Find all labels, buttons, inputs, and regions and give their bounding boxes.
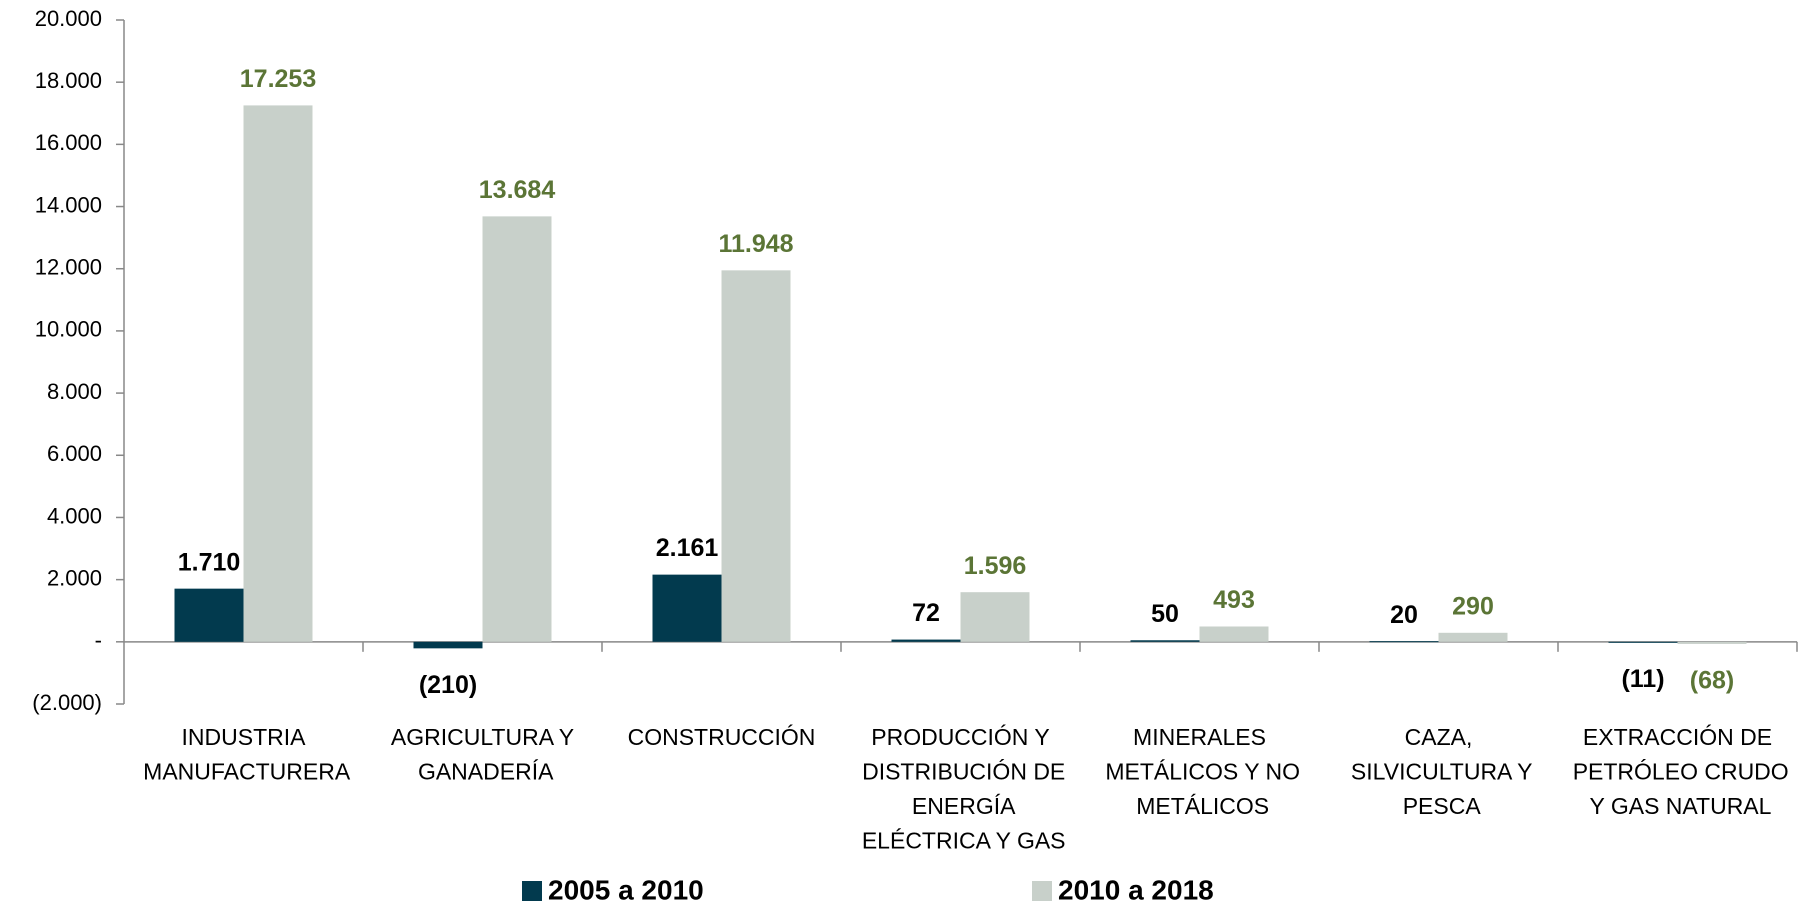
bar <box>243 105 313 642</box>
data-label: 50 <box>1151 600 1179 628</box>
bar <box>891 639 961 642</box>
y-tick-label: 18.000 <box>35 68 102 93</box>
bar <box>413 641 483 649</box>
data-label: 11.948 <box>718 230 793 258</box>
y-tick-label: 8.000 <box>47 379 102 404</box>
data-label: 72 <box>912 599 940 627</box>
bar <box>1677 641 1747 644</box>
data-label: (11) <box>1621 665 1664 693</box>
bar <box>1369 641 1439 643</box>
y-tick-label: 6.000 <box>47 441 102 466</box>
y-tick-label: 20.000 <box>35 6 102 31</box>
x-tick-label: CONSTRUCCIÓN <box>628 724 816 750</box>
x-tick-label: MINERALES METÁLICOS Y NO METÁLICOS <box>1099 724 1300 819</box>
bar <box>1199 626 1269 642</box>
data-label: 1.596 <box>964 552 1027 580</box>
x-tick-label: PRODUCCIÓN Y DISTRIBUCIÓN DE ENERGÍA ELÉ… <box>855 724 1065 854</box>
bar <box>1130 640 1200 642</box>
data-label: 290 <box>1452 592 1494 620</box>
data-label: 13.684 <box>479 176 556 204</box>
y-tick-label: 2.000 <box>47 565 102 590</box>
bar <box>174 588 244 642</box>
bar <box>1438 632 1508 642</box>
y-tick-label: 16.000 <box>35 130 102 155</box>
y-tick-label: - <box>95 628 102 653</box>
data-label: (210) <box>419 671 477 699</box>
data-label: 20 <box>1390 601 1418 629</box>
bar <box>721 270 791 642</box>
data-label: 493 <box>1213 586 1255 614</box>
bar <box>960 592 1030 642</box>
data-label: 1.710 <box>178 548 241 576</box>
legend-swatch <box>1032 881 1052 901</box>
data-label: (68) <box>1690 667 1734 695</box>
y-tick-label: 10.000 <box>35 317 102 342</box>
data-label: 2.161 <box>656 534 719 562</box>
data-label: 17.253 <box>240 65 316 93</box>
legend-swatch <box>522 881 542 901</box>
legend-label: 2005 a 2010 <box>548 874 704 905</box>
y-tick-label: 12.000 <box>35 255 102 280</box>
x-tick-label: INDUSTRIA MANUFACTURERA <box>137 724 351 785</box>
bar <box>482 216 552 642</box>
legend-label: 2010 a 2018 <box>1058 874 1214 905</box>
bar <box>652 574 722 642</box>
y-tick-label: (2.000) <box>32 690 102 715</box>
x-tick-label: EXTRACCIÓN DE PETRÓLEO CRUDO Y GAS NATUR… <box>1566 724 1788 819</box>
y-tick-label: 14.000 <box>35 192 102 217</box>
bar <box>1608 641 1678 643</box>
x-tick-label: AGRICULTURA Y GANADERÍA <box>391 724 574 785</box>
y-tick-label: 4.000 <box>47 503 102 528</box>
x-tick-label: CAZA, SILVICULTURA Y PESCA <box>1345 724 1533 819</box>
